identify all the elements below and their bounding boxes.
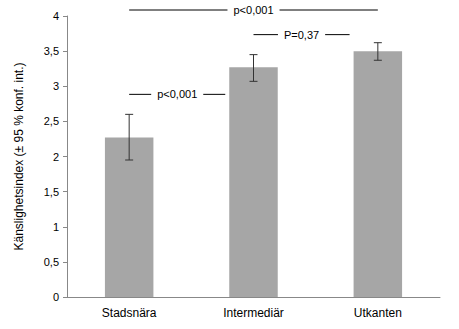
svg-text:Stadsnära: Stadsnära <box>102 306 157 320</box>
svg-text:p<0,001: p<0,001 <box>233 4 273 16</box>
svg-text:P=0,37: P=0,37 <box>284 29 319 41</box>
svg-text:4: 4 <box>53 10 59 22</box>
svg-text:Känslighetsindex (± 95 % konf.: Känslighetsindex (± 95 % konf. int.) <box>12 62 26 250</box>
svg-text:3,5: 3,5 <box>44 45 59 57</box>
svg-text:p<0,001: p<0,001 <box>157 88 197 100</box>
svg-text:1,5: 1,5 <box>44 186 59 198</box>
svg-text:0,5: 0,5 <box>44 256 59 268</box>
svg-text:3: 3 <box>53 80 59 92</box>
svg-text:2: 2 <box>53 151 59 163</box>
svg-text:0: 0 <box>53 291 59 303</box>
svg-text:1: 1 <box>53 221 59 233</box>
svg-text:Intermediär: Intermediär <box>223 306 284 320</box>
svg-text:Utkanten: Utkanten <box>354 306 402 320</box>
svg-text:2,5: 2,5 <box>44 115 59 127</box>
